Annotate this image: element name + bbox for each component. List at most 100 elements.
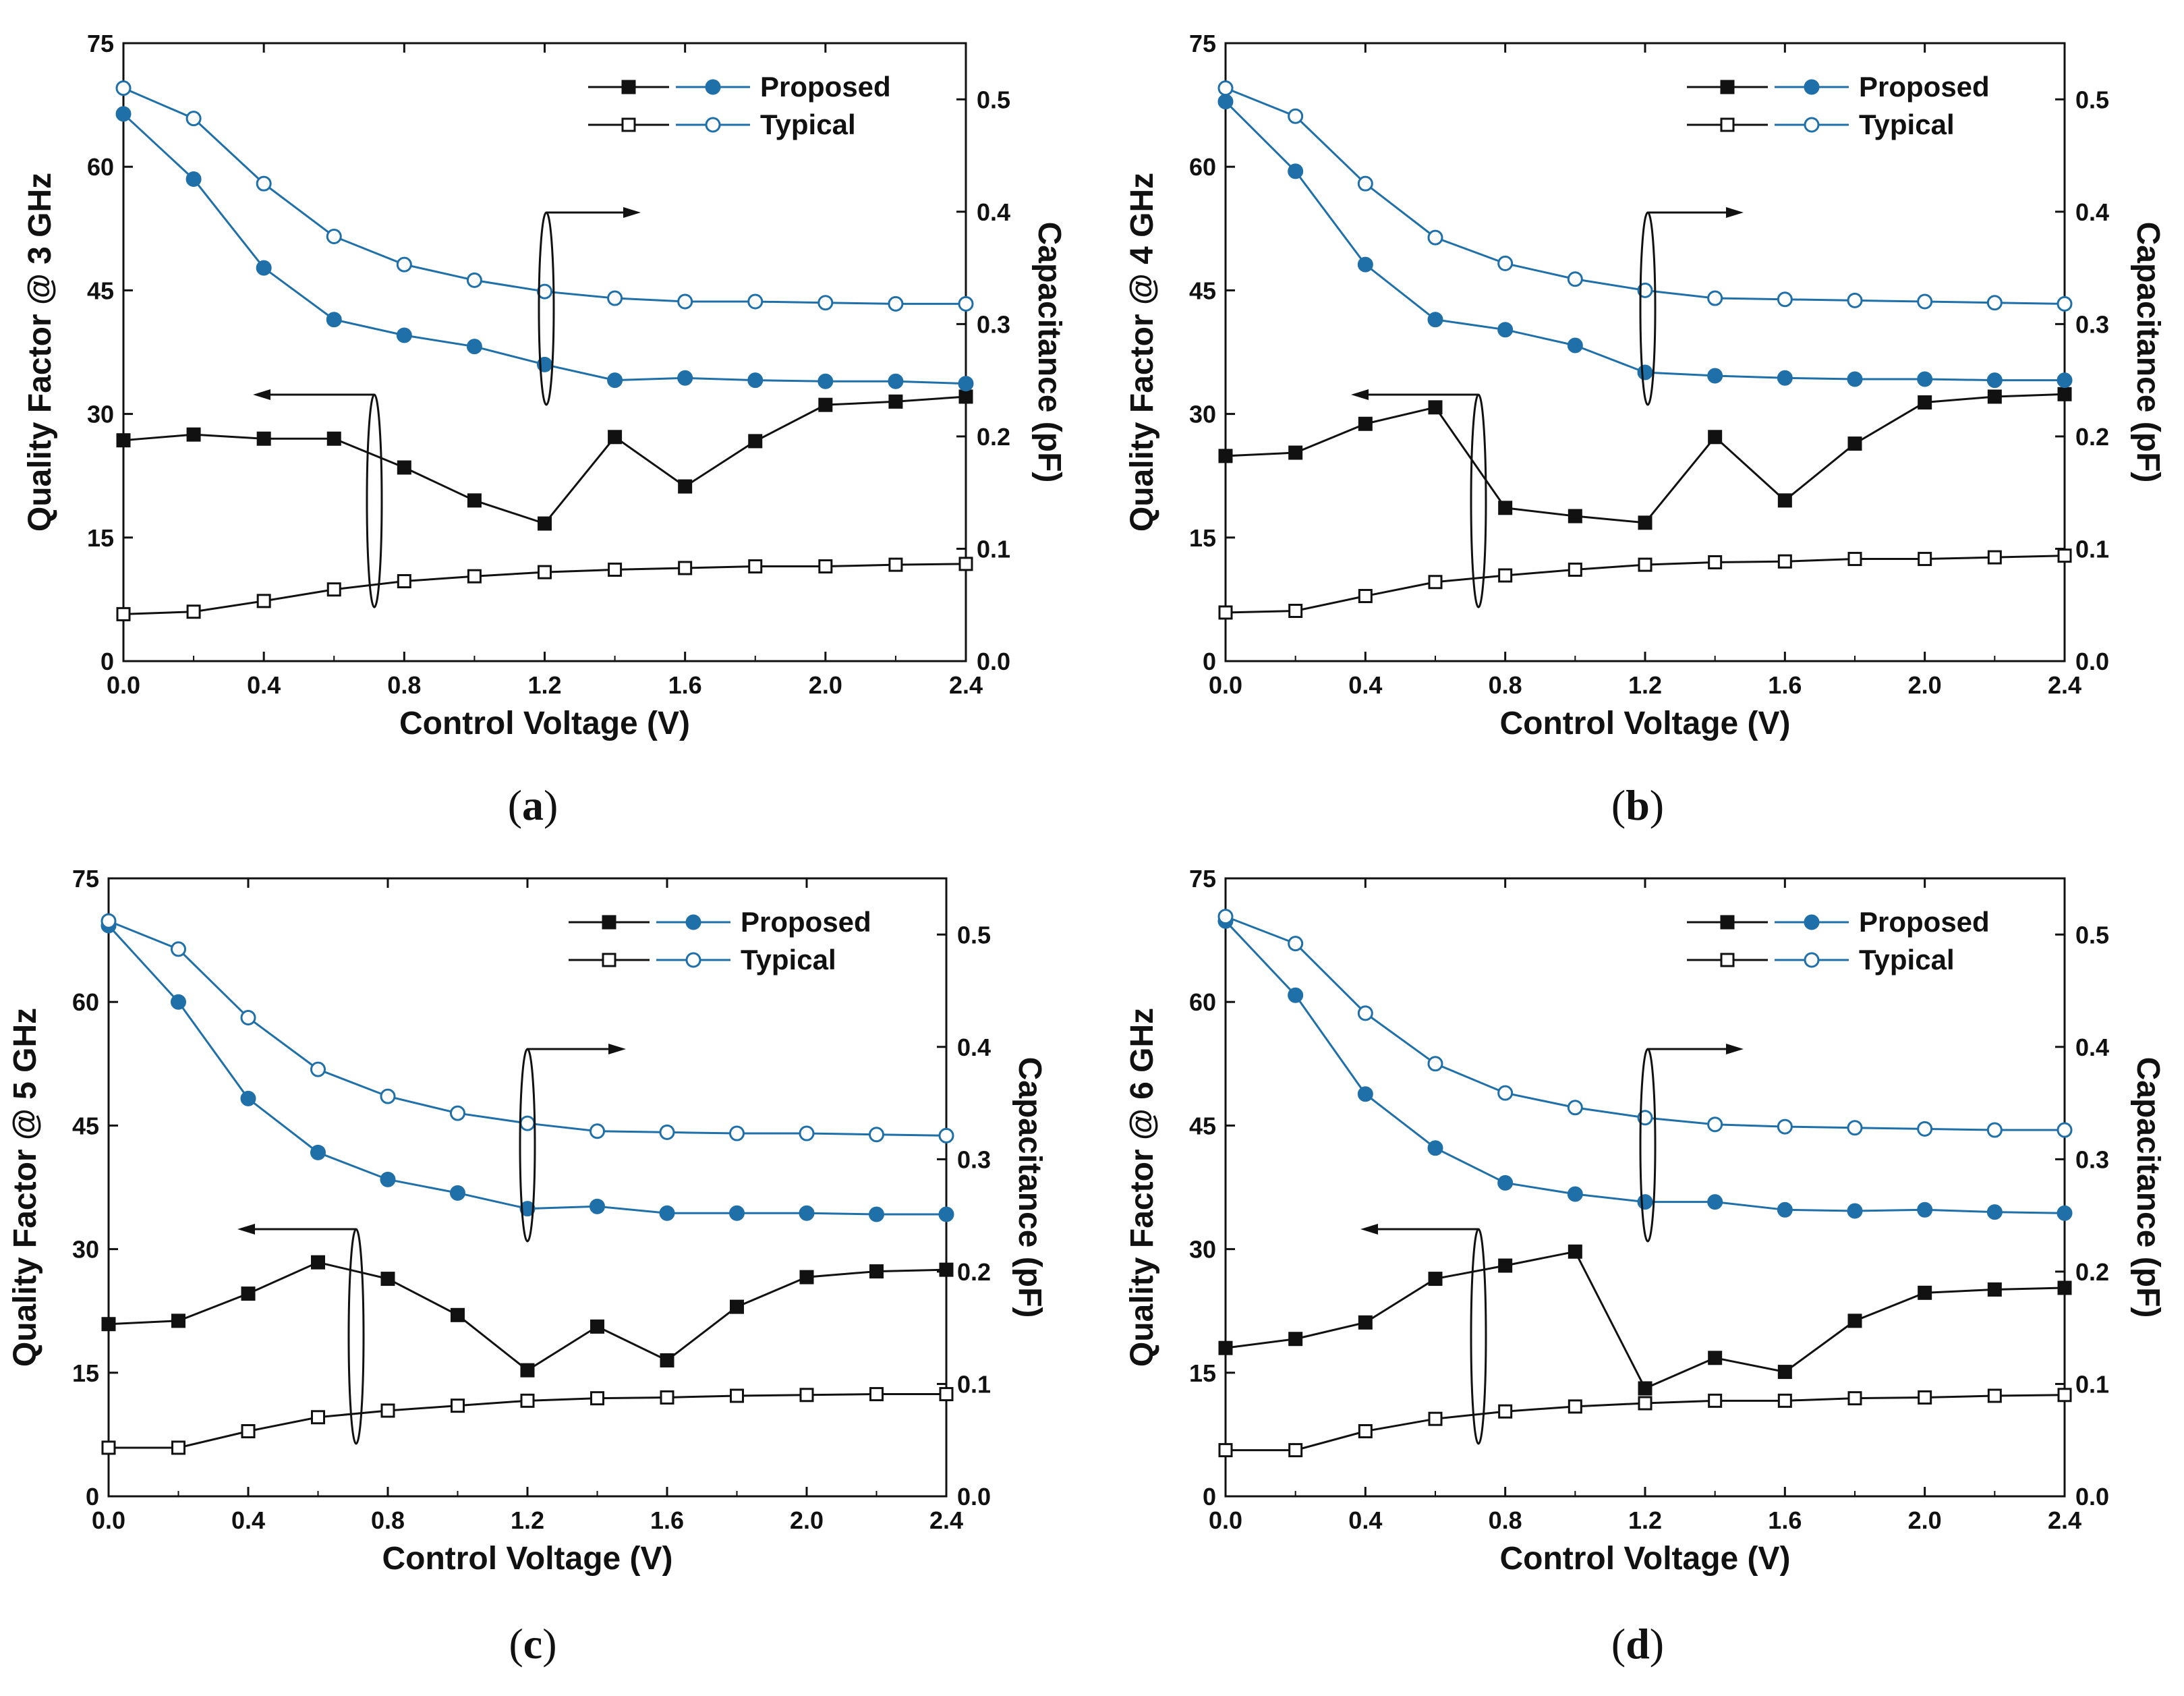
data-point-square: [1218, 605, 1233, 620]
data-point-circle: [1637, 282, 1653, 298]
y1-tick-label: 30: [87, 401, 114, 428]
arrow-left-icon: [237, 1224, 255, 1235]
series-proposed-quality-factor: [101, 1255, 954, 1378]
y2-axis-title: Capacitance (pF): [2130, 222, 2166, 483]
data-point-circle: [171, 941, 186, 957]
data-point-circle: [1497, 1175, 1514, 1191]
data-point-square: [171, 1440, 185, 1455]
arrow-left-icon: [1351, 389, 1369, 400]
y2-tick-label: 0.3: [977, 310, 1010, 338]
data-point-circle: [326, 228, 342, 244]
data-point-square: [888, 557, 903, 572]
arrow-right-icon: [1726, 207, 1744, 218]
data-point-circle: [1567, 271, 1583, 287]
y2-tick-label: 0.3: [2075, 1146, 2109, 1173]
series-proposed-quality-factor: [116, 389, 973, 531]
data-point-circle: [1847, 1120, 1863, 1136]
data-point-square: [1708, 1393, 1723, 1408]
legend-item-proposed: Proposed: [1687, 71, 1990, 103]
data-point-square: [958, 557, 973, 571]
data-point-circle: [1847, 292, 1863, 308]
data-point-square: [608, 562, 623, 577]
legend-item-typical: Typical: [1687, 109, 1955, 140]
data-point-square: [311, 1255, 325, 1270]
x-axis-title: Control Voltage (V): [1499, 706, 1790, 741]
legend-marker-circle: [705, 117, 721, 133]
legend-marker-square: [621, 117, 636, 132]
data-point-circle: [100, 913, 117, 929]
data-point-circle: [256, 260, 272, 276]
data-point-circle: [115, 80, 132, 96]
arrow-right-icon: [623, 207, 641, 218]
data-point-square: [1638, 1396, 1653, 1411]
data-point-circle: [1637, 364, 1653, 380]
subfigure-label: (c): [509, 1620, 556, 1668]
legend-item-typical: Typical: [1687, 944, 1955, 976]
x-tick-label: 0.8: [1489, 671, 1522, 699]
data-point-square: [256, 431, 271, 446]
x-tick-label: 2.0: [790, 1506, 824, 1534]
y1-tick-label: 30: [1189, 1236, 1216, 1264]
data-point-circle: [1427, 229, 1443, 246]
data-point-circle: [1357, 256, 1373, 273]
x-tick-label: 0.8: [371, 1506, 405, 1534]
x-tick-label: 1.2: [1628, 1506, 1662, 1534]
data-point-square: [1638, 557, 1653, 572]
data-point-circle: [729, 1125, 745, 1141]
data-point-circle: [958, 295, 974, 312]
data-point-square: [186, 427, 201, 442]
x-tick-label: 0.0: [107, 671, 140, 699]
series-proposed-quality-factor: [1218, 387, 2072, 530]
data-point-square: [748, 434, 763, 449]
subfigure-label: (d): [1611, 1620, 1664, 1668]
y1-tick-label: 60: [1189, 988, 1216, 1016]
x-tick-label: 2.4: [2048, 1506, 2081, 1534]
data-point-circle: [1986, 295, 2003, 311]
data-point-circle: [1427, 312, 1443, 328]
legend-label-typical: Typical: [741, 944, 836, 976]
legend: Proposed Typical: [1687, 71, 1990, 140]
data-point-square: [186, 604, 201, 619]
subfigure-label-close: ): [544, 781, 558, 829]
data-point-square: [241, 1287, 256, 1301]
legend-marker-circle: [1804, 79, 1820, 95]
data-point-square: [1428, 1411, 1443, 1426]
x-tick-label: 0.8: [1489, 1506, 1522, 1534]
data-point-circle: [747, 293, 764, 310]
y1-tick-label: 0: [1203, 1483, 1216, 1510]
data-point-square: [451, 1307, 465, 1322]
arrow-right-icon: [608, 1044, 626, 1054]
data-point-circle: [659, 1124, 675, 1140]
data-point-square: [1288, 1443, 1303, 1458]
series-proposed-capacitance: [1217, 94, 2073, 389]
data-point-circle: [537, 283, 552, 300]
series-proposed-quality-factor: [1218, 1244, 2072, 1396]
data-point-square: [1987, 389, 2002, 404]
data-point-circle: [1217, 94, 1234, 110]
data-point-circle: [1567, 1186, 1583, 1202]
subfigure-label: (b): [1611, 781, 1664, 829]
data-point-square: [730, 1388, 744, 1403]
x-tick-label: 0.4: [231, 1506, 265, 1534]
series-typical-quality-factor: [101, 1387, 954, 1455]
subfigure-label-letter: a: [522, 781, 544, 829]
series-proposed-capacitance: [100, 917, 954, 1222]
data-point-square: [939, 1387, 954, 1402]
legend: Proposed Typical: [588, 71, 891, 140]
y1-axis-title: Quality Factor @ 4 GHz: [1124, 173, 1160, 532]
data-point-square: [2057, 1388, 2072, 1403]
subfigure-label-open: (: [509, 1620, 523, 1668]
data-point-square: [1498, 1258, 1513, 1273]
data-point-circle: [396, 256, 412, 273]
data-point-square: [1568, 562, 1582, 577]
data-point-square: [1847, 436, 1862, 451]
data-point-square: [869, 1264, 884, 1279]
legend-marker-circle: [705, 79, 721, 95]
data-point-square: [1288, 445, 1303, 460]
data-point-square: [1428, 1272, 1443, 1287]
data-point-square: [799, 1270, 814, 1284]
y1-axis-title: Quality Factor @ 6 GHz: [1124, 1008, 1160, 1367]
legend-item-typical: Typical: [588, 109, 856, 140]
legend-marker-square: [1720, 117, 1735, 132]
data-point-circle: [817, 295, 834, 311]
